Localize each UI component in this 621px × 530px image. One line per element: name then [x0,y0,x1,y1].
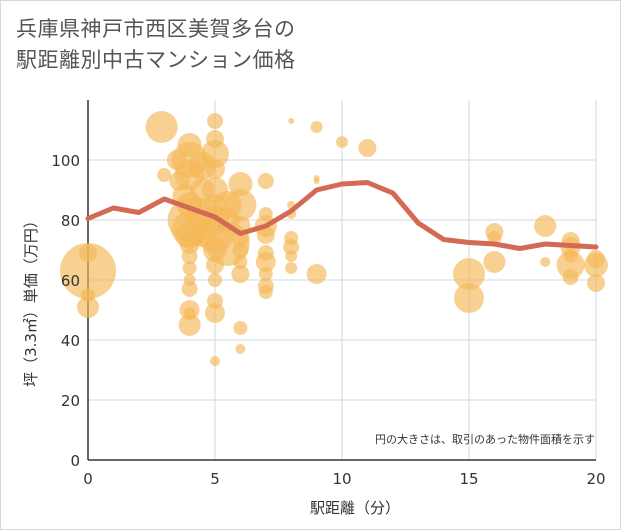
bubble [283,239,300,255]
average-price-line [85,180,599,251]
bubble [210,356,220,366]
bubble [178,314,201,336]
bubble [306,264,327,284]
bubble [77,296,99,318]
bubble [79,244,97,262]
chart-title-line-1: 兵庫県神戸市西区美賀多台の [16,17,296,41]
y-tick-label: 100 [51,152,80,170]
bubble [231,265,250,283]
bubble [288,118,295,124]
y-tick-label: 20 [61,392,80,410]
chart-note: 円の大きさは、取引のあった物件面積を示す [375,432,595,446]
bubble [182,261,197,275]
x-tick-label: 15 [459,470,478,488]
y-tick-label: 0 [70,452,80,470]
x-tick-label: 0 [83,470,93,488]
bubble [258,285,273,299]
bubble [255,252,276,272]
bubble [232,242,249,258]
bubble [540,257,551,267]
bubble [207,113,223,129]
bubble [181,248,198,264]
y-axis-title: 坪（3.3㎡）単価（万円） [22,213,40,387]
bubble [454,283,484,313]
bubble [453,258,485,290]
bubbles [60,111,608,366]
bubble [556,251,585,279]
bubble [205,303,225,323]
bubble [310,121,323,133]
bubble [258,267,273,281]
bubble [358,139,377,157]
bubble [233,321,248,335]
bubble [336,136,348,148]
y-tick-label: 40 [61,332,80,350]
bubble [233,255,248,269]
bubble [285,250,298,262]
bubble [483,251,506,273]
bubble [183,307,196,319]
x-axis-title: 駅距離（分） [310,499,400,517]
bubble [208,273,222,287]
y-tick-label: 60 [61,272,80,290]
chart-title: 兵庫県神戸市西区美賀多台の 駅距離別中古マンション価格 [16,14,296,76]
bubble [228,172,253,196]
bubble [562,269,579,285]
tick-labels: 0 5 10 15 20 0 20 40 60 80 100 [51,152,605,488]
bubble [587,274,605,292]
bubble [256,226,275,244]
grid [87,100,597,461]
bubble [257,173,274,189]
bubble [205,159,225,179]
chart-title-line-2: 駅距離別中古マンション価格 [16,48,296,72]
bubble [157,168,172,182]
bubble [285,262,298,274]
bubble [60,243,116,299]
bubble [201,140,229,168]
bubble [235,344,246,354]
bubble [81,288,95,302]
bubble [534,215,557,237]
bubble [145,111,178,143]
bubble [313,178,320,184]
x-tick-label: 10 [332,470,351,488]
bubble [181,281,198,297]
y-tick-label: 80 [61,212,80,230]
x-tick-label: 20 [586,470,605,488]
x-tick-label: 5 [210,470,220,488]
bubble [584,253,608,277]
bubble [224,189,257,221]
